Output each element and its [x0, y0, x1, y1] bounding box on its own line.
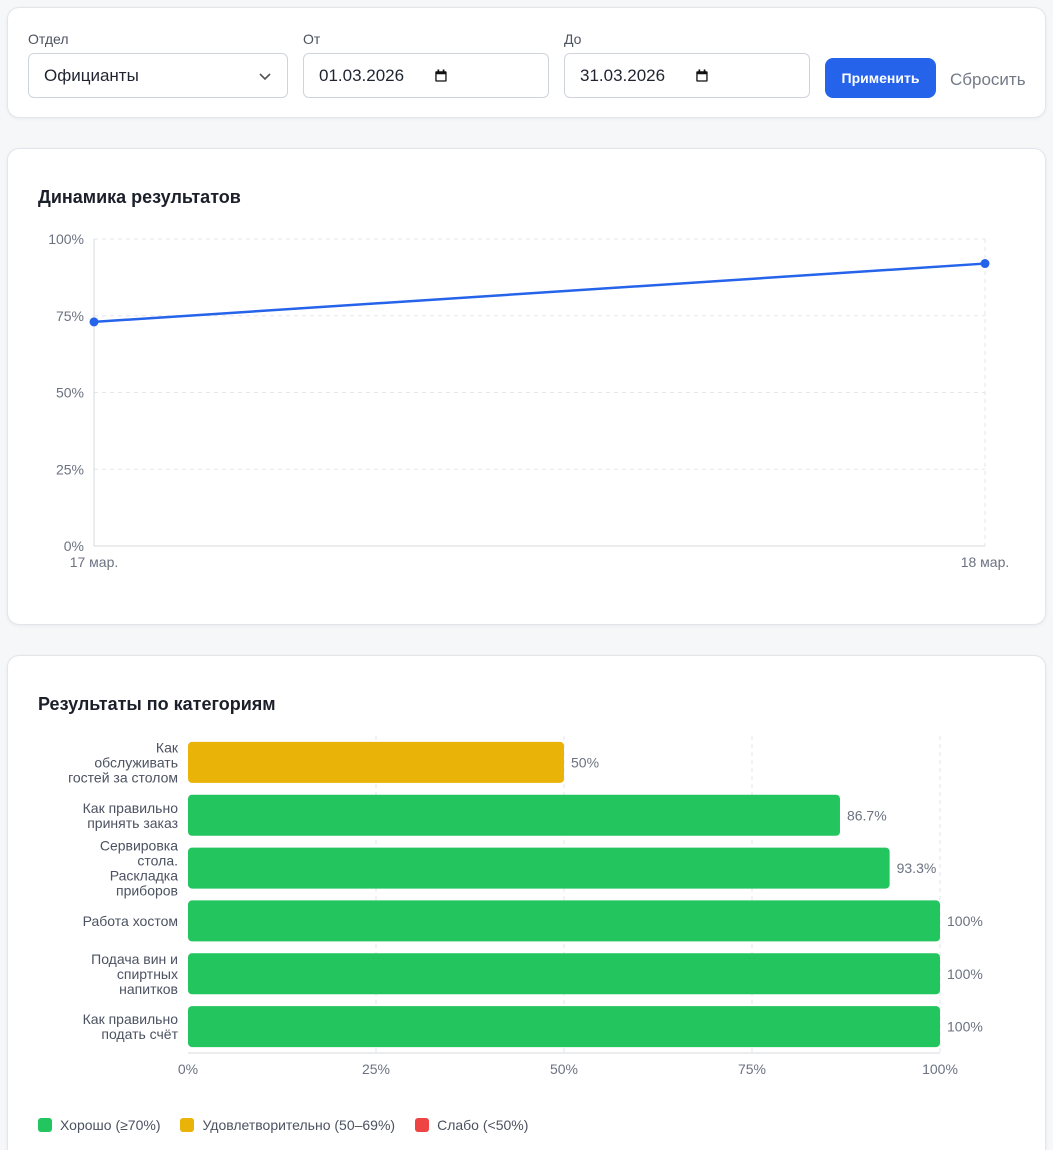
category-label-line: принять заказ: [87, 815, 178, 831]
x-tick-label: 100%: [922, 1061, 958, 1077]
legend-swatch-ok: [180, 1118, 195, 1132]
category-bar: [188, 794, 840, 836]
category-label: Как обслуживать гостей за столом: [68, 739, 179, 785]
legend-label-ok: Удовлетворительно (50–69%): [202, 1117, 396, 1133]
y-tick-label: 0%: [64, 538, 84, 554]
category-bar: [188, 847, 890, 889]
category-label-line: напитков: [119, 981, 178, 997]
bar-value-label: 100%: [947, 913, 983, 929]
category-label-line: стола.: [137, 853, 178, 869]
category-legend: Хорошо (≥70%) Удовлетворительно (50–69%)…: [38, 1117, 548, 1133]
department-select[interactable]: Официанты: [28, 53, 288, 98]
category-label-line: подать счёт: [101, 1026, 178, 1042]
bar-value-label: 50%: [571, 754, 599, 770]
x-tick-label: 0%: [178, 1061, 198, 1077]
apply-button[interactable]: Применить: [825, 58, 936, 98]
filter-panel: Отдел Официанты От 01.03.2026 До 31.03.2…: [7, 7, 1046, 118]
category-label: Сервировка стола. Раскладка приборов: [100, 838, 178, 899]
y-tick-label: 100%: [48, 231, 84, 247]
category-bar: [188, 1006, 940, 1048]
bar-value-label: 93.3%: [897, 860, 937, 876]
legend-swatch-good: [38, 1118, 52, 1132]
series-line: [93, 262, 986, 324]
to-label: До: [564, 31, 582, 47]
y-tick-label: 50%: [56, 385, 84, 401]
department-value: Официанты: [44, 65, 139, 85]
legend-label-weak: Слабо (<50%): [437, 1117, 529, 1133]
from-label: От: [303, 31, 321, 47]
trend-chart-card: Динамика результатов 0% 25% 50% 75% 100% 17 м…: [7, 148, 1046, 625]
category-chart-title: Результаты по категориям: [38, 694, 276, 714]
chevron-down-icon: [259, 72, 271, 80]
legend-item-ok: Удовлетворительно (50–69%): [180, 1117, 395, 1133]
category-label-line: Как правильно: [83, 800, 179, 816]
calendar-icon[interactable]: [695, 68, 709, 84]
from-date-value: 01.03.2026: [319, 65, 405, 85]
bar-value-label: 86.7%: [847, 807, 887, 823]
category-label-line: приборов: [116, 883, 178, 899]
to-date-input[interactable]: 31.03.2026: [564, 53, 810, 98]
x-tick-label: 17 мар.: [70, 554, 119, 570]
category-label-line: Подача вин и: [91, 951, 178, 967]
bar-value-label: 100%: [947, 966, 983, 982]
trend-line-chart: 0% 25% 50% 75% 100% 17 мар. 18 мар.: [48, 231, 1010, 570]
calendar-icon[interactable]: [434, 68, 448, 84]
to-date-value: 31.03.2026: [580, 65, 666, 85]
x-tick-label: 75%: [738, 1061, 766, 1077]
category-label: Как правильно принять заказ: [83, 800, 179, 831]
reset-button[interactable]: Сбросить: [950, 70, 1026, 89]
legend-item-weak: Слабо (<50%): [415, 1117, 528, 1133]
category-label-line: спиртных: [117, 966, 178, 982]
x-tick-label: 18 мар.: [961, 554, 1010, 570]
category-label-line: гостей за столом: [68, 769, 178, 785]
category-label-line: Работа хостом: [83, 913, 178, 929]
legend-swatch-weak: [415, 1118, 430, 1132]
category-label-line: Как: [156, 739, 179, 755]
x-tick-label: 50%: [550, 1061, 578, 1077]
category-label-line: Как правильно: [83, 1011, 179, 1027]
bar-value-label: 100%: [947, 1019, 983, 1035]
category-label: Как правильно подать счёт: [83, 1011, 179, 1042]
y-tick-label: 25%: [56, 461, 84, 477]
category-label-line: Раскладка: [110, 868, 178, 884]
legend-item-good: Хорошо (≥70%): [38, 1117, 160, 1133]
department-label: Отдел: [28, 31, 69, 47]
x-tick-label: 25%: [362, 1061, 390, 1077]
legend-label-good: Хорошо (≥70%): [60, 1117, 161, 1133]
category-label: Работа хостом: [83, 913, 178, 929]
category-bar-chart: 0% 25% 50% 75% 100% 50% Как обслуживать гостей з…: [68, 736, 983, 1077]
category-bar: [188, 741, 564, 783]
category-chart-card: Результаты по категориям 0% 25% 50% 75% 100%…: [7, 655, 1046, 1150]
category-label-line: Сервировка: [100, 838, 178, 854]
y-tick-label: 75%: [56, 308, 84, 324]
category-bar: [188, 900, 940, 942]
category-label-line: обслуживать: [94, 754, 178, 770]
category-label: Подача вин и спиртных напитков: [91, 951, 178, 997]
category-bar: [188, 953, 940, 995]
trend-chart-title: Динамика результатов: [38, 187, 241, 207]
data-point: [89, 317, 99, 327]
from-date-input[interactable]: 01.03.2026: [303, 53, 549, 98]
data-point: [980, 259, 990, 269]
